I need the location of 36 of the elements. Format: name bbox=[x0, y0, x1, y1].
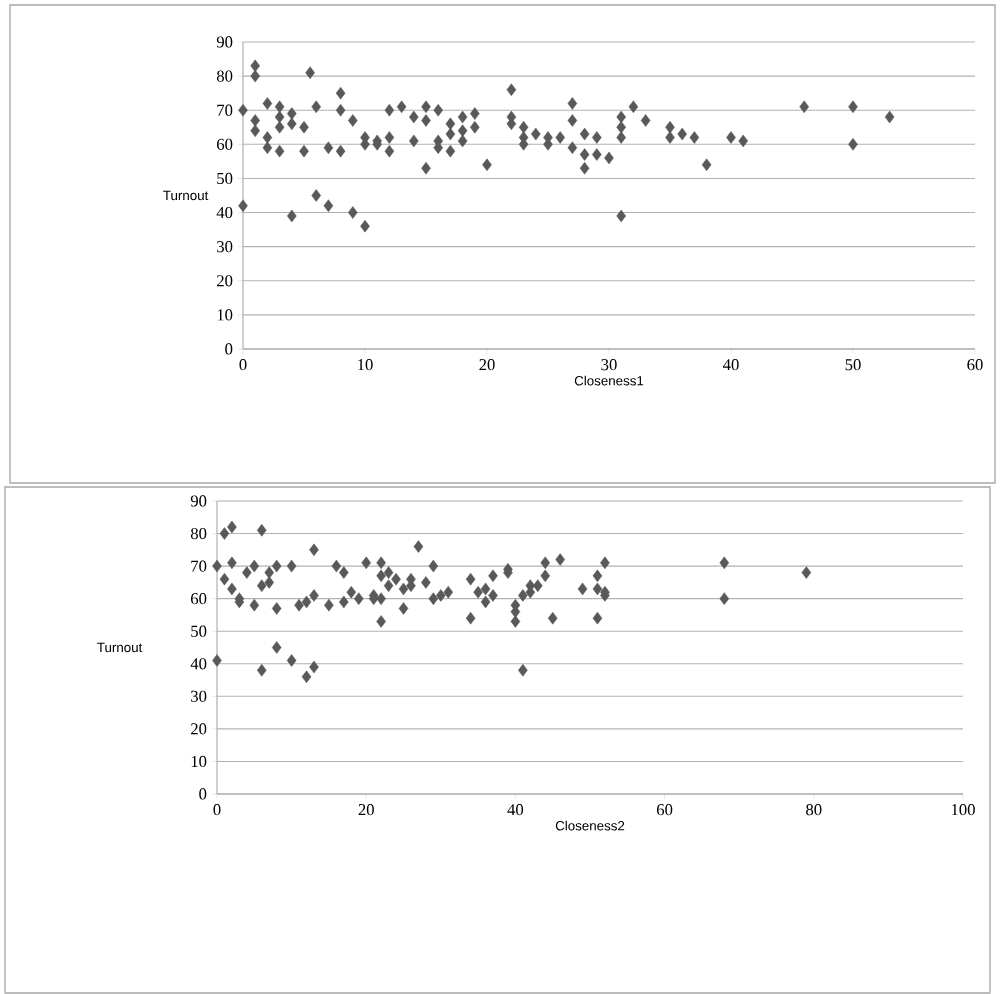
y-tick-label: 70 bbox=[217, 104, 233, 116]
x-tick-label: 80 bbox=[806, 804, 822, 816]
y-tick-label: 10 bbox=[217, 309, 233, 321]
y-tick-label: 50 bbox=[217, 172, 233, 185]
x-axis-title: Closeness1 bbox=[574, 375, 644, 386]
y-tick-label: 90 bbox=[216, 36, 233, 48]
y-tick-label: 80 bbox=[216, 70, 233, 82]
x-tick-label: 50 bbox=[845, 359, 861, 371]
y-tick-label: 60 bbox=[217, 138, 233, 150]
x-tick-label: 40 bbox=[507, 804, 524, 816]
y-tick-label: 20 bbox=[217, 275, 233, 287]
y-tick-label: 0 bbox=[199, 788, 207, 800]
y-tick-label: 0 bbox=[225, 343, 233, 355]
y-tick-label: 70 bbox=[191, 560, 207, 572]
y-tick-label: 90 bbox=[190, 495, 207, 507]
y-tick-label: 50 bbox=[191, 625, 207, 637]
x-tick-label: 60 bbox=[656, 804, 673, 816]
y-axis-title: Turnout bbox=[97, 642, 143, 653]
x-tick-label: 10 bbox=[358, 359, 373, 371]
y-tick-label: 40 bbox=[190, 658, 207, 670]
x-tick-label: 20 bbox=[479, 359, 495, 371]
x-tick-label: 40 bbox=[723, 359, 739, 371]
y-tick-label: 10 bbox=[191, 755, 207, 768]
x-tick-label: 0 bbox=[239, 359, 247, 371]
y-tick-label: 20 bbox=[191, 723, 207, 735]
y-tick-label: 40 bbox=[216, 206, 233, 219]
x-tick-label: 20 bbox=[358, 804, 374, 816]
x-tick-label: 30 bbox=[601, 359, 617, 371]
y-axis-title: Turnout bbox=[163, 190, 209, 201]
x-tick-label: 100 bbox=[951, 804, 975, 816]
y-tick-label: 60 bbox=[191, 593, 207, 605]
x-axis-title: Closeness2 bbox=[555, 820, 625, 831]
y-tick-label: 30 bbox=[217, 241, 233, 253]
y-tick-label: 80 bbox=[190, 527, 207, 540]
x-tick-label: 60 bbox=[967, 359, 983, 371]
y-tick-label: 30 bbox=[191, 690, 207, 702]
